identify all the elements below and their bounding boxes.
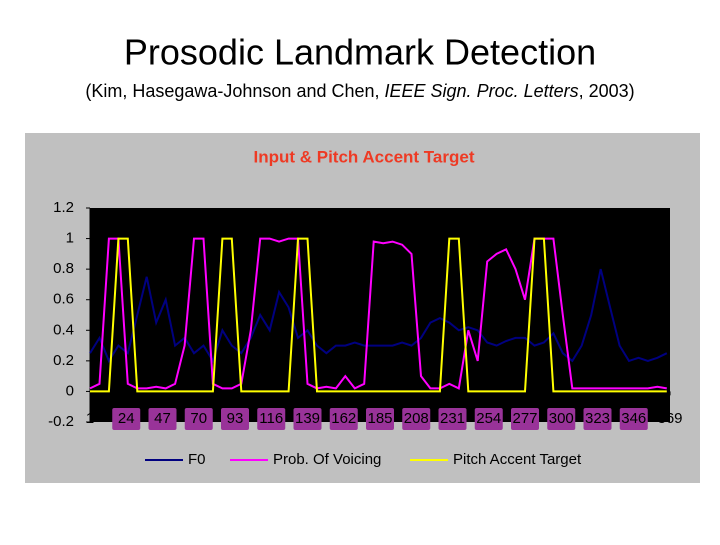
y-tick-label: 1.2 — [53, 199, 74, 216]
x-tick-box — [547, 408, 576, 430]
x-tick-label: 323 — [585, 410, 610, 427]
y-tick-label: 1 — [66, 230, 74, 247]
subtitle-part: (Kim, Hasegawa-Johnson and Chen, — [85, 81, 384, 101]
x-tick-box — [184, 408, 213, 430]
series-line — [89, 268, 668, 364]
x-tick-box — [112, 408, 141, 430]
plot-area — [90, 208, 670, 422]
y-tick-label: 0 — [66, 382, 74, 399]
x-tick-box — [293, 408, 322, 430]
x-tick-label: 139 — [295, 410, 320, 427]
x-tick-label: 47 — [154, 410, 171, 427]
x-tick-label: 369 — [657, 410, 682, 427]
y-tick-label: 0.8 — [53, 260, 74, 277]
x-tick-label: 208 — [404, 410, 429, 427]
slide-title: Prosodic Landmark Detection — [124, 32, 596, 73]
x-tick-label: 277 — [512, 410, 537, 427]
x-tick-box — [329, 408, 358, 430]
x-tick-box — [474, 408, 503, 430]
chart-layer: -0.200.20.40.60.811.21 24 47 70 93 116 139 162 1… — [48, 199, 682, 468]
x-tick-label: 185 — [367, 410, 392, 427]
x-tick-box — [619, 408, 648, 430]
series-line — [89, 237, 667, 390]
subtitle-part: IEEE Sign. Proc. Letters — [385, 81, 579, 101]
legend-label: Prob. Of Voicing — [273, 451, 381, 468]
y-tick-label: 0.6 — [53, 291, 74, 308]
y-tick-label: 0.4 — [53, 321, 74, 338]
chart-title: Input & Pitch Accent Target — [253, 147, 474, 166]
x-tick-label: 254 — [476, 410, 501, 427]
x-tick-label: 70 — [190, 410, 207, 427]
x-tick-box — [438, 408, 467, 430]
x-tick-label: 116 — [259, 410, 283, 427]
x-tick-box — [148, 408, 177, 430]
y-tick-label: -0.2 — [48, 413, 74, 430]
x-tick-label: 346 — [621, 410, 646, 427]
x-tick-box — [366, 408, 394, 430]
x-tick-box — [221, 408, 249, 430]
x-tick-label: 93 — [227, 410, 244, 427]
x-tick-label: 300 — [549, 410, 574, 427]
legend-label: Pitch Accent Target — [453, 451, 582, 468]
x-tick-box — [583, 408, 612, 430]
x-tick-box — [402, 408, 431, 430]
x-tick-label: 24 — [118, 410, 135, 427]
legend-label: F0 — [188, 451, 206, 468]
x-tick-label: 231 — [440, 410, 465, 427]
slide-subtitle: (Kim, Hasegawa-Johnson and Chen, IEEE Si… — [85, 81, 634, 101]
series-line — [90, 237, 667, 393]
x-tick-label: 162 — [331, 410, 356, 427]
x-tick-box — [511, 408, 539, 430]
x-tick-box — [257, 408, 286, 430]
y-tick-label: 0.2 — [53, 352, 74, 369]
subtitle-part: , 2003) — [579, 81, 635, 101]
